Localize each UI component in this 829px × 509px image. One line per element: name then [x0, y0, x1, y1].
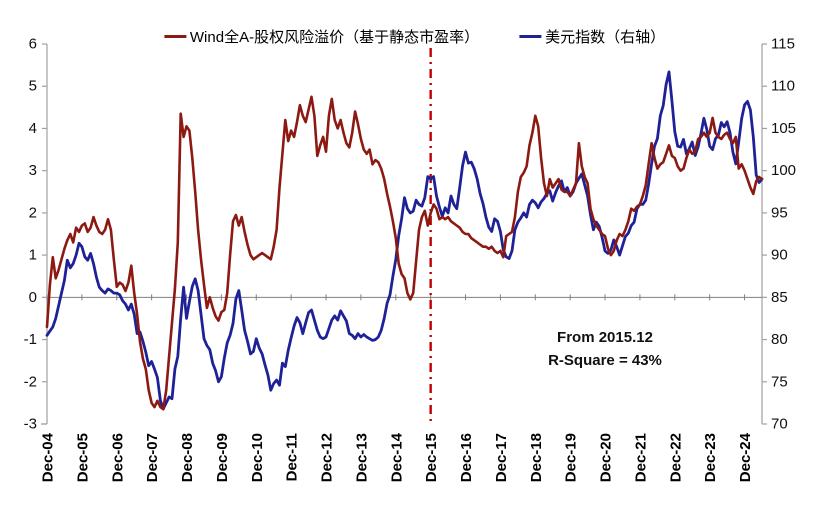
x-tick-label: Dec-20 [598, 433, 615, 482]
x-tick-label: Dec-21 [632, 433, 649, 482]
right-axis-label: 115 [771, 36, 795, 53]
x-tick-label: Dec-24 [737, 432, 754, 482]
left-axis-label: 2 [29, 204, 37, 221]
red-line-swatch-icon [163, 35, 186, 38]
x-tick-label: Dec-16 [458, 433, 475, 482]
left-axis-label: 0 [29, 289, 37, 306]
left-axis-label: 1 [29, 247, 37, 264]
series-line-erp [45, 95, 764, 411]
x-tick-label: Dec-19 [563, 433, 580, 482]
left-axis-label: 3 [29, 162, 37, 179]
x-tick-label: Dec-04 [40, 432, 57, 482]
left-axis-label: -2 [24, 373, 37, 390]
series-line-usd-index [45, 70, 764, 411]
x-tick-label: Dec-18 [528, 433, 545, 482]
left-axis-label: 5 [29, 78, 37, 95]
left-axis-label: 4 [29, 120, 37, 137]
right-axis-label: 95 [771, 204, 788, 221]
annotation-line2: R-Square = 43% [548, 352, 662, 370]
x-tick-label: Dec-12 [319, 433, 336, 482]
legend-label-usd: 美元指数（右轴） [545, 29, 666, 46]
x-tick-label: Dec-17 [493, 433, 510, 482]
right-axis-label: 80 [771, 331, 788, 348]
x-tick-label: Dec-22 [667, 433, 684, 482]
x-tick-label: Dec-09 [214, 433, 231, 482]
right-axis-label: 105 [771, 120, 796, 137]
right-axis-label: 75 [771, 373, 788, 390]
legend-label-erp: Wind全A-股权风险溢价（基于静态市盈率） [189, 29, 480, 46]
legend-item-erp: Wind全A-股权风险溢价（基于静态市盈率） [163, 26, 480, 47]
x-tick-label: Dec-11 [284, 433, 301, 481]
left-axis-label: -3 [24, 416, 37, 433]
right-axis-label: 100 [771, 162, 796, 179]
legend-item-usd: 美元指数（右轴） [519, 26, 665, 47]
legend: Wind全A-股权风险溢价（基于静态市盈率） 美元指数（右轴） [163, 26, 665, 47]
left-axis-label: -1 [24, 331, 37, 348]
x-tick-label: Dec-15 [423, 433, 440, 482]
x-tick-label: Dec-13 [353, 433, 370, 482]
x-tick-label: Dec-10 [249, 433, 266, 482]
annotation-line1: From 2015.12 [557, 329, 653, 346]
r-square-annotation: From 2015.12 R-Square = 43% [505, 326, 705, 373]
x-tick-label: Dec-06 [109, 433, 126, 482]
x-tick-label: Dec-14 [388, 432, 405, 482]
x-tick-label: Dec-08 [179, 433, 196, 482]
right-axis-label: 90 [771, 247, 788, 264]
right-axis-label: 110 [771, 78, 795, 95]
left-axis-label: 6 [29, 36, 37, 53]
x-tick-label: Dec-23 [702, 433, 719, 482]
x-tick-label: Dec-07 [144, 433, 161, 482]
right-axis-label: 85 [771, 289, 788, 306]
x-tick-label: Dec-05 [74, 433, 91, 482]
blue-line-swatch-icon [519, 35, 542, 38]
right-axis-label: 70 [771, 416, 788, 433]
